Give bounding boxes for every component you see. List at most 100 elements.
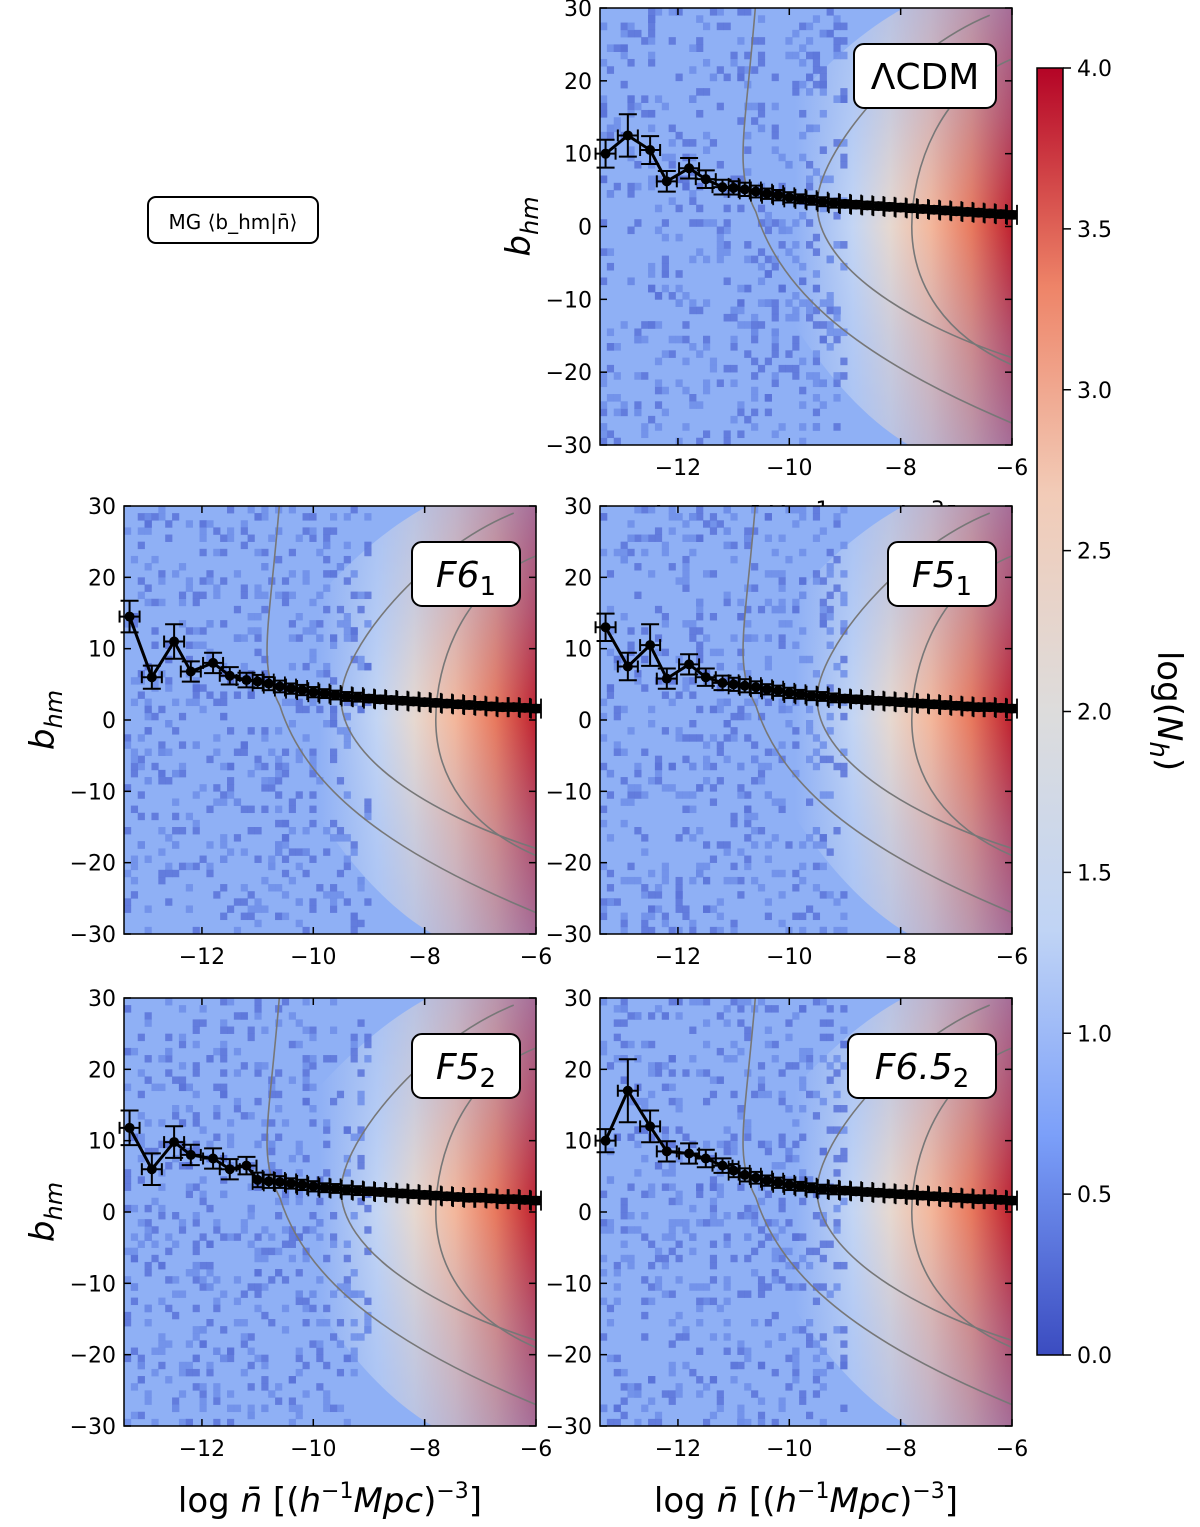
bin [737, 204, 745, 213]
bin [137, 762, 145, 771]
bin [682, 755, 690, 764]
bin [281, 869, 290, 878]
bin [613, 748, 621, 756]
bin [819, 88, 827, 96]
bin [785, 555, 793, 564]
bin [144, 1304, 152, 1313]
bin [648, 15, 656, 23]
bin [364, 1297, 372, 1306]
bin [233, 898, 242, 906]
bin [240, 912, 248, 921]
bin [648, 1090, 656, 1099]
bin [812, 372, 821, 380]
bin [833, 1069, 841, 1077]
bin [281, 598, 290, 607]
bin [723, 1276, 731, 1284]
bin [275, 1169, 283, 1177]
bin [792, 306, 800, 315]
data-point [872, 1182, 885, 1203]
bin [302, 1319, 310, 1327]
bin [620, 1019, 628, 1027]
colorbar-tick-label: 2.5 [1077, 540, 1112, 565]
bin [744, 1212, 752, 1220]
bin [703, 1383, 711, 1391]
bin [137, 1240, 145, 1248]
bin [281, 1240, 290, 1248]
bin [744, 541, 752, 550]
bin [812, 862, 821, 871]
bin [634, 1418, 642, 1426]
data-point [883, 196, 896, 217]
bin [178, 1083, 187, 1092]
bin [716, 662, 724, 671]
bin [812, 577, 821, 585]
y-tick-label: −20 [546, 1344, 592, 1369]
bin [757, 1240, 766, 1248]
bin [185, 577, 193, 585]
bin [764, 408, 772, 417]
bin [158, 869, 166, 878]
bin [254, 1354, 262, 1363]
bin [826, 755, 834, 764]
bin [668, 37, 676, 45]
bin [192, 1326, 200, 1334]
bin [661, 386, 669, 395]
bin [261, 1254, 269, 1263]
bin [840, 762, 848, 771]
bin [764, 1340, 772, 1348]
bin [682, 1326, 690, 1334]
bin [654, 755, 663, 764]
bin [792, 335, 800, 344]
bin [819, 1383, 827, 1391]
bin [309, 513, 317, 521]
contour-outer [742, 998, 1012, 1406]
bin [737, 175, 745, 184]
data-point [905, 1184, 918, 1205]
bin [220, 1083, 228, 1092]
bin [620, 705, 628, 714]
data-point [318, 1177, 331, 1198]
bin [144, 1226, 152, 1234]
bin [137, 541, 145, 550]
bin [757, 109, 766, 118]
bin [668, 160, 676, 169]
bin [206, 1319, 214, 1327]
bin [606, 691, 615, 699]
data-point [749, 181, 762, 202]
bin [151, 555, 159, 564]
bin [751, 876, 759, 885]
bin [323, 1169, 331, 1177]
bin [654, 1418, 663, 1426]
bin [144, 1076, 152, 1084]
x-ticks: −12 −10 −8 −6 [179, 998, 552, 1462]
data-point [928, 1186, 940, 1207]
bin [613, 898, 621, 906]
bin [730, 876, 738, 885]
bin [606, 364, 615, 373]
bin [192, 598, 200, 607]
bin [757, 827, 766, 835]
bin [124, 898, 132, 906]
bin [744, 102, 752, 111]
bin [254, 1304, 262, 1313]
bin [206, 1055, 214, 1063]
bin [158, 1183, 166, 1191]
bin [778, 805, 786, 814]
bin [295, 698, 303, 707]
bin [634, 408, 642, 417]
bin [288, 570, 296, 578]
bin [627, 29, 635, 38]
x-tick-label: −10 [290, 1437, 336, 1462]
bin [778, 534, 786, 542]
bin [709, 1240, 718, 1248]
bin [627, 520, 635, 528]
bin [668, 1361, 676, 1370]
bin [288, 620, 296, 628]
bin [330, 1212, 338, 1220]
data-point [950, 1187, 963, 1208]
bin [165, 869, 173, 878]
bin [764, 1190, 772, 1199]
bin [757, 998, 766, 1006]
bin [819, 1212, 827, 1220]
bin [247, 1026, 255, 1034]
